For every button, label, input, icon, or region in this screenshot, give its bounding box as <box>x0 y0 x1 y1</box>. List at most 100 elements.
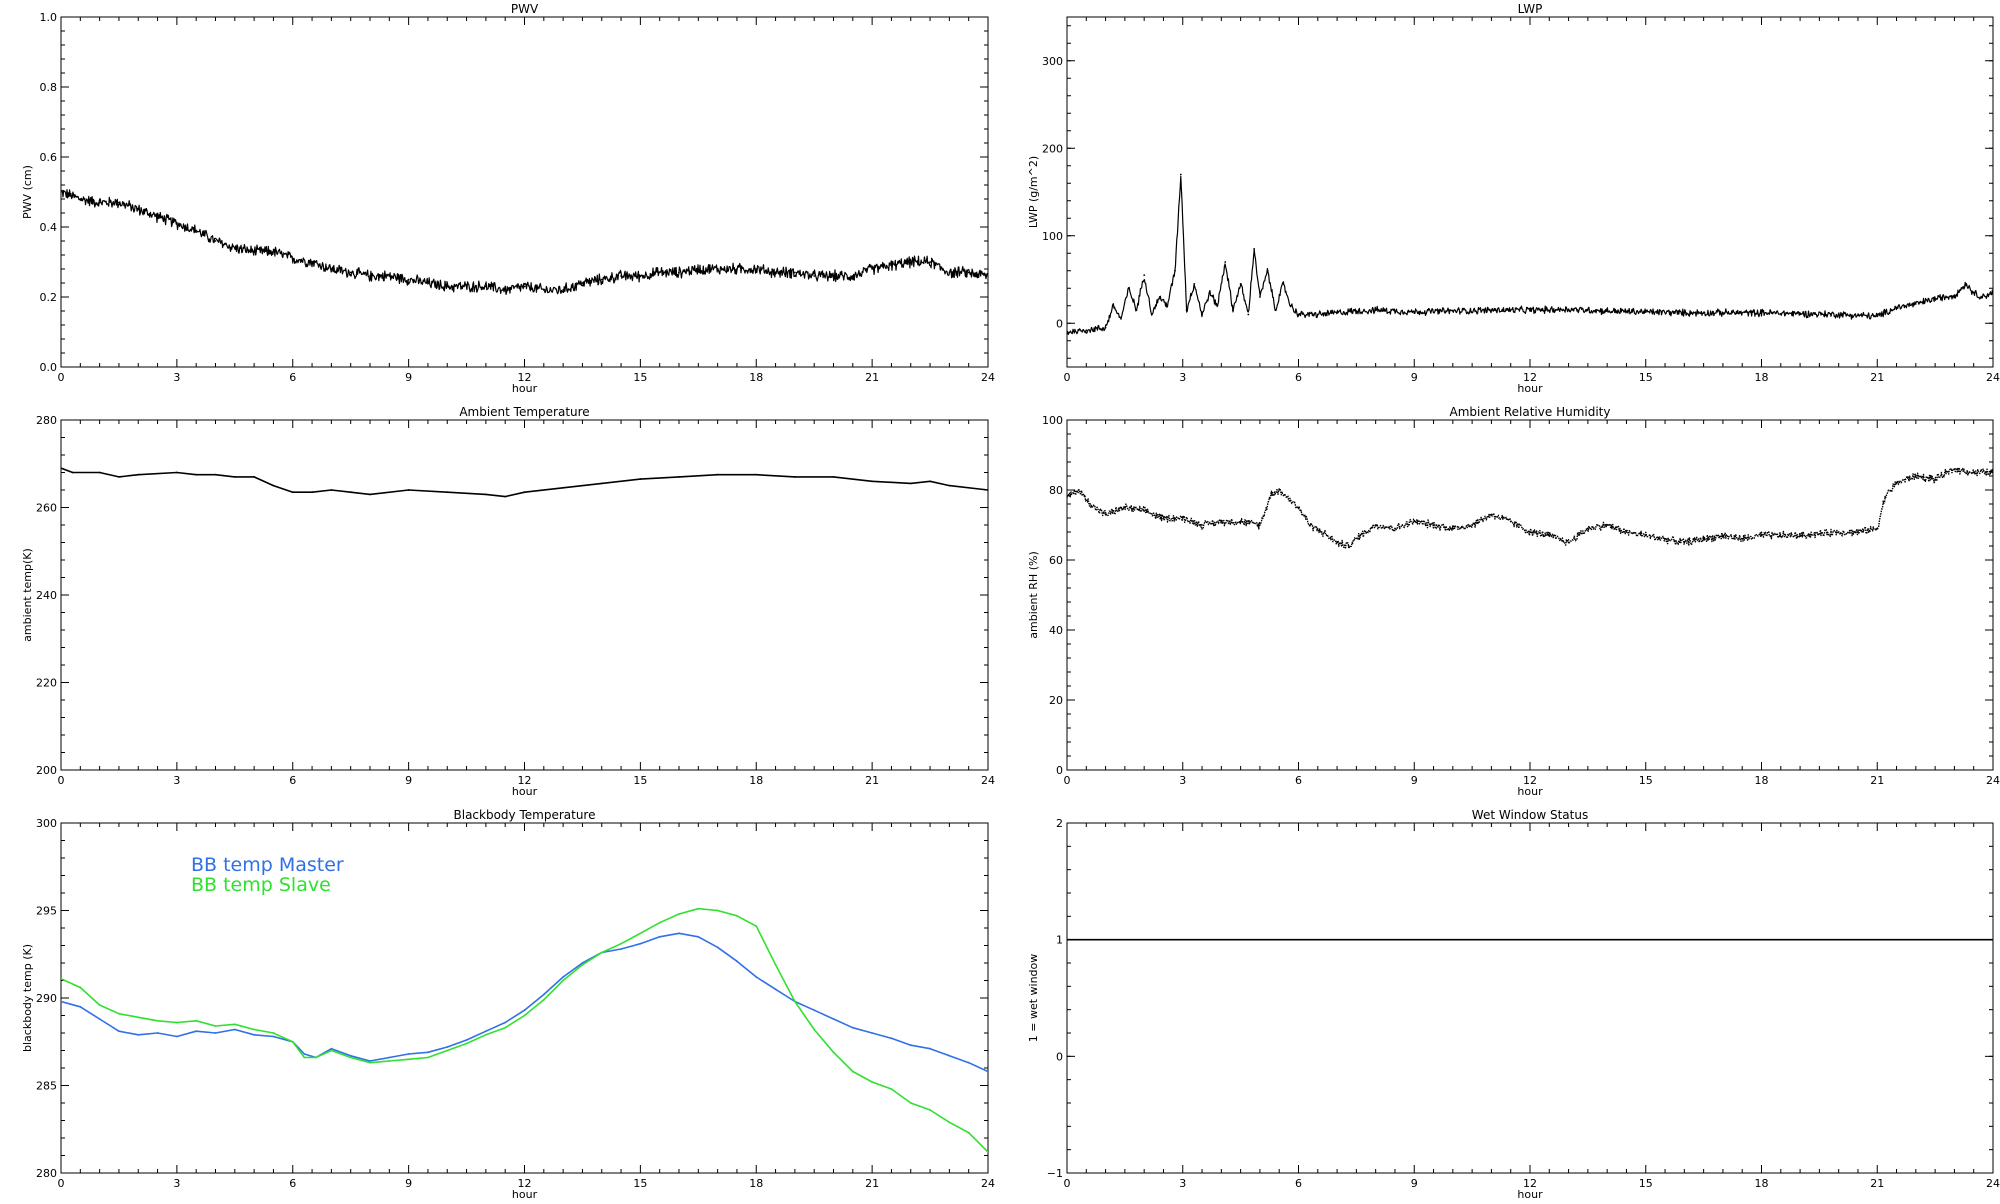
data-point <box>1548 534 1551 537</box>
data-point <box>388 1056 391 1059</box>
data-point <box>909 1044 912 1047</box>
x-tick-label: 15 <box>1639 371 1653 384</box>
data-point <box>1274 309 1277 311</box>
data-point <box>176 471 178 474</box>
y-tick-label: 1 <box>1056 934 1063 947</box>
data-point <box>98 1004 101 1006</box>
data-point <box>291 1040 294 1043</box>
data-point <box>890 264 893 267</box>
data-point <box>1895 482 1898 484</box>
data-point <box>1606 310 1609 312</box>
x-tick-label: 6 <box>1295 371 1302 384</box>
data-point <box>755 268 758 270</box>
y-tick-label: 1.0 <box>40 11 58 24</box>
data-point <box>987 1070 988 1073</box>
x-tick-label: 18 <box>749 1177 763 1190</box>
x-tick-label: 3 <box>173 371 180 384</box>
data-point <box>736 960 738 963</box>
data-point <box>1644 534 1647 537</box>
y-axis-label: LWP (g/m^2) <box>1027 156 1040 228</box>
data-point <box>1316 313 1319 316</box>
data-point <box>214 1032 217 1034</box>
series-line <box>61 907 988 1153</box>
data-point <box>929 1109 931 1111</box>
y-tick-label: 285 <box>36 1080 57 1093</box>
data-point <box>1181 517 1184 519</box>
data-point <box>1297 506 1300 509</box>
data-point <box>1914 475 1917 477</box>
data-point <box>253 250 256 253</box>
data-point <box>315 1056 317 1059</box>
x-tick-label: 24 <box>981 371 995 384</box>
y-tick-label: 0 <box>1056 764 1063 777</box>
data-point <box>909 482 912 485</box>
data-point <box>465 1039 468 1041</box>
x-tick-label: 12 <box>518 1177 532 1190</box>
data-point <box>303 1056 306 1059</box>
data-point <box>562 976 564 978</box>
data-point <box>542 289 545 291</box>
data-point <box>1683 311 1686 314</box>
data-point <box>1799 534 1801 537</box>
data-point <box>755 976 758 978</box>
data-point <box>272 1032 275 1034</box>
data-point <box>948 484 951 487</box>
data-point <box>504 289 507 291</box>
data-point <box>851 1070 854 1073</box>
data-point <box>1179 173 1182 176</box>
data-point <box>1664 538 1666 540</box>
data-point <box>446 491 449 494</box>
data-point <box>349 271 352 274</box>
x-tick-label: 21 <box>865 371 879 384</box>
y-tick-label: 80 <box>1049 484 1063 497</box>
y-tick-label: 280 <box>36 414 57 427</box>
data-point <box>716 473 719 476</box>
data-point <box>871 480 873 483</box>
data-point <box>330 268 333 270</box>
data-point <box>388 275 391 277</box>
data-point <box>774 988 777 991</box>
data-point <box>1857 531 1859 533</box>
data-point <box>658 935 661 938</box>
x-tick-label: 9 <box>1411 371 1418 384</box>
data-point <box>1587 527 1589 530</box>
data-point <box>1253 248 1255 250</box>
data-point <box>1876 315 1879 318</box>
data-point <box>272 250 275 253</box>
data-point <box>253 1028 256 1031</box>
series-line <box>1067 175 1993 335</box>
data-point <box>967 1061 970 1064</box>
series-wetwin-0 <box>1067 938 1993 941</box>
x-tick-label: 15 <box>633 371 647 384</box>
data-point <box>1104 326 1107 329</box>
y-axis-label: ambient RH (%) <box>1027 551 1040 639</box>
data-point <box>349 491 352 494</box>
x-tick-label: 18 <box>749 371 763 384</box>
data-point <box>639 932 642 935</box>
x-tick-label: 6 <box>289 774 296 787</box>
y-axis-label: PWV (cm) <box>21 165 34 219</box>
data-point <box>1567 308 1570 311</box>
data-point <box>542 998 545 1001</box>
data-point <box>1490 513 1493 516</box>
data-point <box>1644 311 1647 313</box>
data-point <box>909 261 912 263</box>
panel-lwp: LWP 0 3 6 9 12 15 18 21 24 hour 0 100 200 300 LWP (g/m^… <box>1027 2 2000 395</box>
x-tick-label: 15 <box>1639 1177 1653 1190</box>
data-point <box>1914 303 1917 305</box>
data-point <box>485 1033 487 1036</box>
data-point <box>1104 513 1107 516</box>
data-point <box>118 476 120 478</box>
data-point <box>1143 510 1146 512</box>
y-tick-label: 60 <box>1049 554 1063 567</box>
data-point <box>118 201 120 204</box>
data-point <box>1567 541 1570 544</box>
data-point <box>446 285 449 288</box>
data-point <box>303 1053 306 1055</box>
data-point <box>233 476 236 478</box>
data-point <box>987 489 988 491</box>
data-point <box>1278 489 1281 491</box>
series-line <box>61 189 988 295</box>
data-point <box>929 480 931 483</box>
data-point <box>890 1037 893 1040</box>
